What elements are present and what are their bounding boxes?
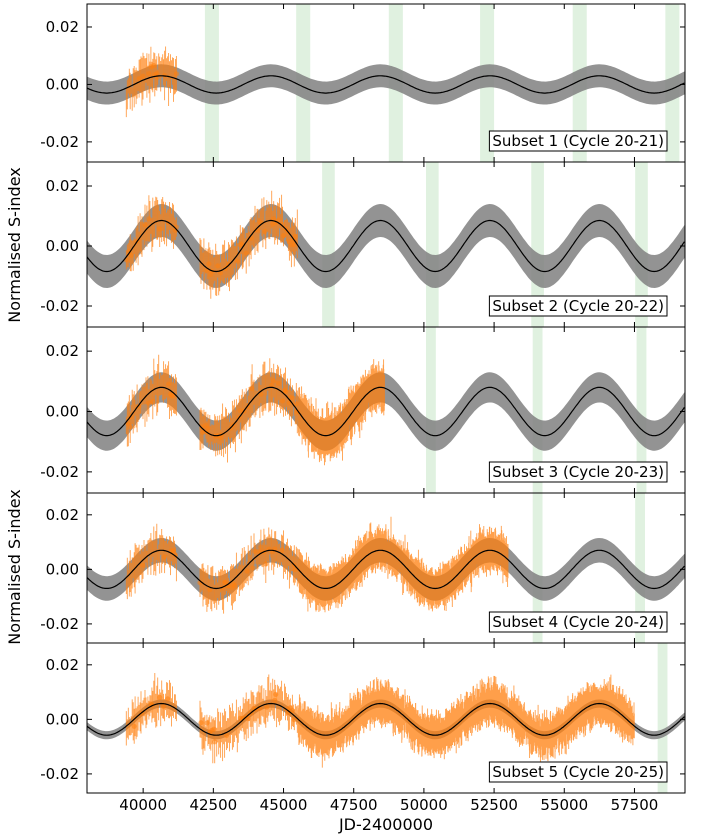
y-tick-label: -0.02 (40, 463, 79, 481)
y-tick-label: -0.02 (40, 297, 79, 315)
y-axis-title: Normalised S-index (5, 489, 24, 644)
y-tick-label: 0.02 (46, 177, 79, 195)
subset-label-box (488, 611, 668, 633)
x-tick-label: 40000 (119, 796, 167, 814)
x-tick-label: 45000 (260, 796, 308, 814)
model-line (87, 386, 685, 437)
panel-plot-area (87, 643, 685, 793)
panel-plot-area (87, 493, 685, 643)
x-tick-label: 57500 (611, 796, 659, 814)
predicted-minimum-band (532, 493, 543, 643)
y-tick-label: 0.00 (46, 75, 79, 93)
data-error-bars (125, 190, 298, 299)
data-error-bars (125, 354, 385, 466)
x-tick-label: 52500 (470, 796, 518, 814)
data-error-bars (125, 673, 635, 768)
predicted-minimum-band (657, 643, 668, 793)
panel-4: 0.02 0.00 -0.02 Subset 4 (Cycle 20-24) (40, 492, 686, 644)
y-axis-title: Normalised S-index (5, 167, 24, 322)
subset-label: Subset 5 (Cycle 20-25) (492, 763, 664, 781)
panel-5: 0.02 0.00 -0.02 Subset 5 (Cycle 20-25) (40, 642, 686, 794)
subset-label-box (488, 761, 668, 783)
model-line (87, 219, 685, 273)
x-tick-label: 47500 (330, 796, 378, 814)
predicted-minimum-band (426, 327, 436, 493)
data-error-bars (125, 46, 177, 118)
subset-label: Subset 1 (Cycle 20-21) (492, 132, 664, 150)
y-tick-label: -0.02 (40, 133, 79, 151)
panel-2: 0.02 0.00 -0.02 Subset 2 (Cycle 20-22) (40, 161, 686, 328)
predicted-minimum-band (322, 162, 335, 327)
y-tick-label: 0.00 (46, 237, 79, 255)
observations (125, 673, 635, 768)
subset-label: Subset 2 (Cycle 20-22) (492, 297, 664, 315)
model-line (87, 702, 685, 736)
predicted-minimum-band (636, 327, 647, 493)
y-tick-label: 0.00 (46, 403, 79, 421)
panel-3: 0.02 0.00 -0.02 Subset 3 (Cycle 20-23) (40, 326, 686, 494)
subset-label: Subset 4 (Cycle 20-24) (492, 613, 664, 631)
panel-frame (86, 642, 686, 794)
y-tick-label: 0.02 (46, 18, 79, 36)
panel-plot-area (87, 162, 685, 327)
model-uncertainty-band (87, 64, 685, 105)
y-tick-label: 0.02 (46, 656, 79, 674)
model-line (87, 549, 685, 590)
observations (125, 354, 385, 466)
x-tick-label: 42500 (189, 796, 237, 814)
observations (123, 190, 298, 299)
model-line (87, 75, 685, 94)
panel-1: 0.02 0.00 -0.02 Subset 1 (Cycle 20-21) (40, 3, 686, 163)
predicted-minimum-band (635, 162, 648, 327)
predicted-minimum-band (426, 162, 439, 327)
subset-label: Subset 3 (Cycle 20-23) (492, 463, 664, 481)
subset-label-box (488, 461, 668, 483)
x-axis-title: JD-2400000 (338, 815, 433, 834)
y-tick-label: 0.00 (46, 560, 79, 578)
y-tick-label: -0.02 (40, 765, 79, 783)
panel-plot-area (87, 327, 685, 493)
model-uncertainty-band (87, 204, 685, 288)
y-tick-label: 0.02 (46, 506, 79, 524)
y-tick-label: -0.02 (40, 615, 79, 633)
panel-plot-area (87, 4, 685, 162)
predicted-minimum-band (635, 493, 645, 643)
x-tick-label: 50000 (400, 796, 448, 814)
y-tick-label: 0.00 (46, 710, 79, 728)
predicted-minimum-band (532, 327, 543, 493)
y-tick-label: 0.02 (46, 342, 79, 360)
subset-label-box (488, 130, 668, 152)
x-tick-label: 55000 (540, 796, 588, 814)
subset-label-box (488, 295, 668, 317)
